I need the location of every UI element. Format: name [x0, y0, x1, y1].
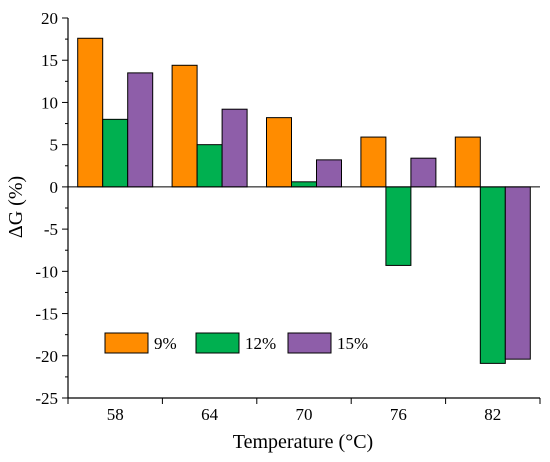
bar-12%-64 [196, 144, 223, 188]
x-tick-label: 76 [390, 405, 407, 424]
x-tick-label: 64 [201, 405, 219, 424]
x-axis-title: Temperature (°C) [233, 431, 373, 453]
bar-12%-70 [291, 181, 317, 188]
y-tick-label: -25 [35, 389, 58, 408]
y-tick-label: 20 [41, 9, 58, 28]
y-tick-label: 5 [50, 136, 59, 155]
x-tick-label: 82 [484, 405, 501, 424]
x-tick-label: 58 [107, 405, 124, 424]
y-tick-label: -15 [35, 305, 58, 324]
y-tick-label: 0 [50, 178, 59, 197]
bar-15%-76 [410, 157, 437, 188]
ticks-layer: 20 15 10 5 0 -5 -10 -15 -20 -25 58 64 70 76 82 [35, 9, 541, 424]
bars-layer [77, 37, 531, 364]
bar-15%-58 [127, 72, 154, 188]
bar-9%-82 [454, 136, 481, 188]
y-tick-label: 15 [41, 51, 58, 70]
y-tick-label: -20 [35, 347, 58, 366]
bar-12%-58 [102, 118, 129, 188]
legend: 9% 12% 15% [104, 332, 368, 354]
bar-9%-76 [360, 136, 387, 188]
y-axis-title: ΔG (%) [5, 176, 27, 238]
y-tick-label: -10 [35, 262, 58, 281]
bar-9%-58 [77, 37, 104, 188]
y-tick-label: 10 [41, 93, 58, 112]
legend-swatch-12% [195, 332, 240, 354]
legend-swatch-15% [287, 332, 332, 354]
bar-15%-82 [504, 186, 531, 360]
bar-9%-70 [266, 117, 292, 188]
y-tick-label: -5 [44, 220, 58, 239]
legend-label-9%: 9% [154, 334, 177, 353]
bar-12%-76 [385, 186, 412, 266]
legend-label-12%: 12% [245, 334, 276, 353]
legend-label-15%: 15% [337, 334, 368, 353]
x-tick-label: 70 [296, 405, 313, 424]
bar-15%-70 [316, 159, 342, 188]
bar-12%-82 [479, 186, 506, 364]
bar-9%-64 [171, 64, 198, 188]
legend-swatch-9% [104, 332, 149, 354]
bar-15%-64 [221, 108, 248, 188]
